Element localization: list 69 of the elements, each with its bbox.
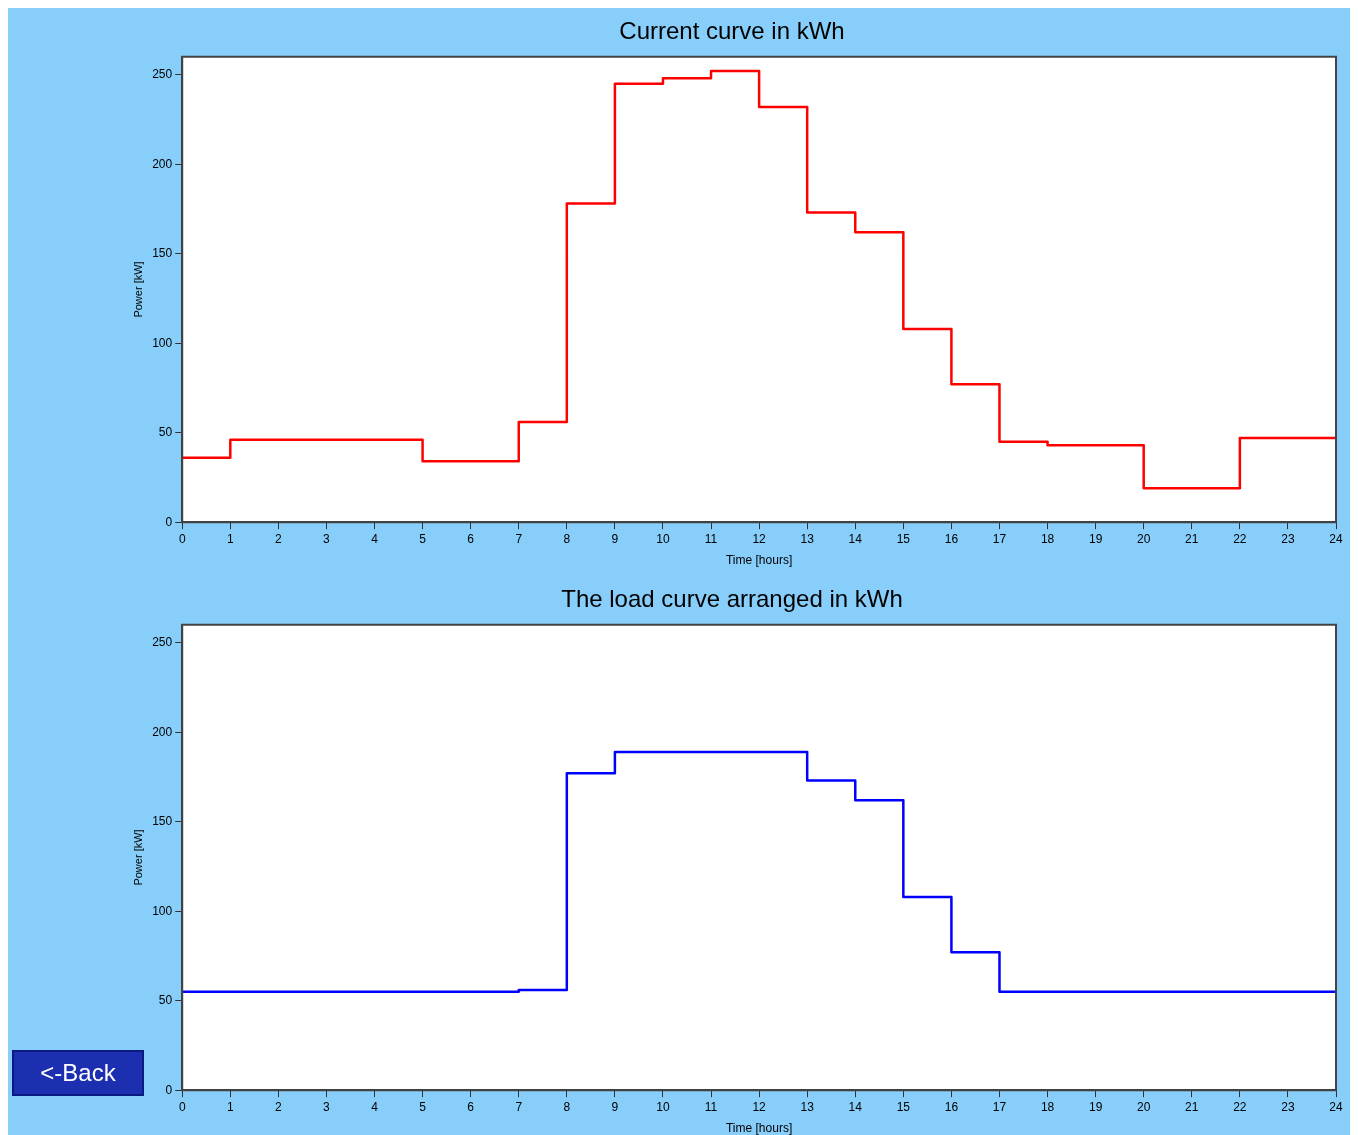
x-tick-label: 18 bbox=[1040, 1099, 1055, 1114]
x-tick-label: 10 bbox=[656, 531, 670, 546]
y-tick-label: 100 bbox=[152, 903, 173, 918]
x-tick-label: 22 bbox=[1233, 1099, 1247, 1114]
y-tick-label: 150 bbox=[152, 246, 173, 261]
x-tick-label: 6 bbox=[467, 1099, 475, 1114]
y-tick-label: 0 bbox=[165, 1082, 173, 1097]
x-tick-label: 21 bbox=[1185, 531, 1199, 546]
x-tick-label: 11 bbox=[704, 1099, 718, 1114]
x-tick-label: 19 bbox=[1088, 1099, 1103, 1114]
x-axis-title: Time [hours] bbox=[725, 1121, 793, 1135]
y-tick-label: 200 bbox=[152, 724, 173, 739]
x-tick-label: 3 bbox=[323, 1099, 331, 1114]
x-tick-label: 13 bbox=[800, 531, 815, 546]
x-tick-label: 16 bbox=[944, 531, 959, 546]
x-tick-label: 18 bbox=[1040, 531, 1055, 546]
x-tick-label: 10 bbox=[656, 1099, 670, 1114]
x-tick-label: 1 bbox=[226, 531, 234, 546]
y-tick-label: 250 bbox=[152, 67, 173, 82]
y-axis-title: Power [kW] bbox=[131, 829, 144, 886]
text: <-Back bbox=[12, 1050, 144, 1096]
x-tick-label: 24 bbox=[1329, 531, 1343, 546]
y-tick-label: 50 bbox=[158, 993, 173, 1008]
y-tick-label: 50 bbox=[158, 425, 173, 440]
x-tick-label: 16 bbox=[944, 1099, 959, 1114]
x-tick-label: 15 bbox=[896, 1099, 911, 1114]
y-tick-label: 0 bbox=[165, 514, 173, 529]
x-tick-label: 14 bbox=[848, 1099, 863, 1114]
y-axis-title: Power [kW] bbox=[131, 261, 144, 318]
x-axis-title: Time [hours] bbox=[725, 553, 793, 568]
y-tick-label: 200 bbox=[152, 156, 173, 171]
x-tick-label: 9 bbox=[611, 1099, 619, 1114]
x-tick-label: 7 bbox=[515, 531, 523, 546]
x-tick-label: 8 bbox=[563, 1099, 571, 1114]
y-tick-label: 150 bbox=[152, 814, 173, 829]
x-tick-label: 7 bbox=[515, 1099, 523, 1114]
y-tick-label: 250 bbox=[152, 635, 173, 650]
x-tick-label: 21 bbox=[1185, 1099, 1199, 1114]
x-tick-label: 20 bbox=[1137, 531, 1151, 546]
x-tick-label: 2 bbox=[275, 531, 283, 546]
x-tick-label: 4 bbox=[371, 1099, 379, 1114]
x-tick-label: 9 bbox=[611, 531, 619, 546]
x-tick-label: 5 bbox=[419, 531, 427, 546]
x-tick-label: 12 bbox=[752, 1099, 767, 1114]
x-tick-label: 20 bbox=[1137, 1099, 1151, 1114]
x-tick-label: 23 bbox=[1281, 531, 1295, 546]
x-tick-label: 6 bbox=[467, 531, 475, 546]
x-tick-label: 4 bbox=[371, 531, 379, 546]
x-tick-label: 17 bbox=[992, 1099, 1007, 1114]
x-tick-label: 0 bbox=[178, 1099, 186, 1114]
x-tick-label: 22 bbox=[1233, 531, 1247, 546]
x-tick-label: 11 bbox=[704, 531, 718, 546]
x-tick-label: 24 bbox=[1329, 1099, 1343, 1114]
chart-title: The load curve arranged in kWh bbox=[561, 585, 903, 613]
x-tick-label: 13 bbox=[800, 1099, 815, 1114]
x-tick-label: 2 bbox=[275, 1099, 283, 1114]
x-tick-label: 15 bbox=[896, 531, 911, 546]
y-tick-label: 100 bbox=[152, 335, 173, 350]
x-tick-label: 12 bbox=[752, 531, 767, 546]
x-tick-label: 3 bbox=[323, 531, 331, 546]
x-tick-label: 5 bbox=[419, 1099, 427, 1114]
x-tick-label: 19 bbox=[1088, 531, 1103, 546]
x-tick-label: 0 bbox=[178, 531, 186, 546]
x-tick-label: 8 bbox=[563, 531, 571, 546]
x-tick-label: 1 bbox=[226, 1099, 234, 1114]
x-tick-label: 23 bbox=[1281, 1099, 1295, 1114]
chart-title: Current curve in kWh bbox=[619, 17, 845, 45]
x-tick-label: 14 bbox=[848, 531, 863, 546]
x-tick-label: 17 bbox=[992, 531, 1007, 546]
